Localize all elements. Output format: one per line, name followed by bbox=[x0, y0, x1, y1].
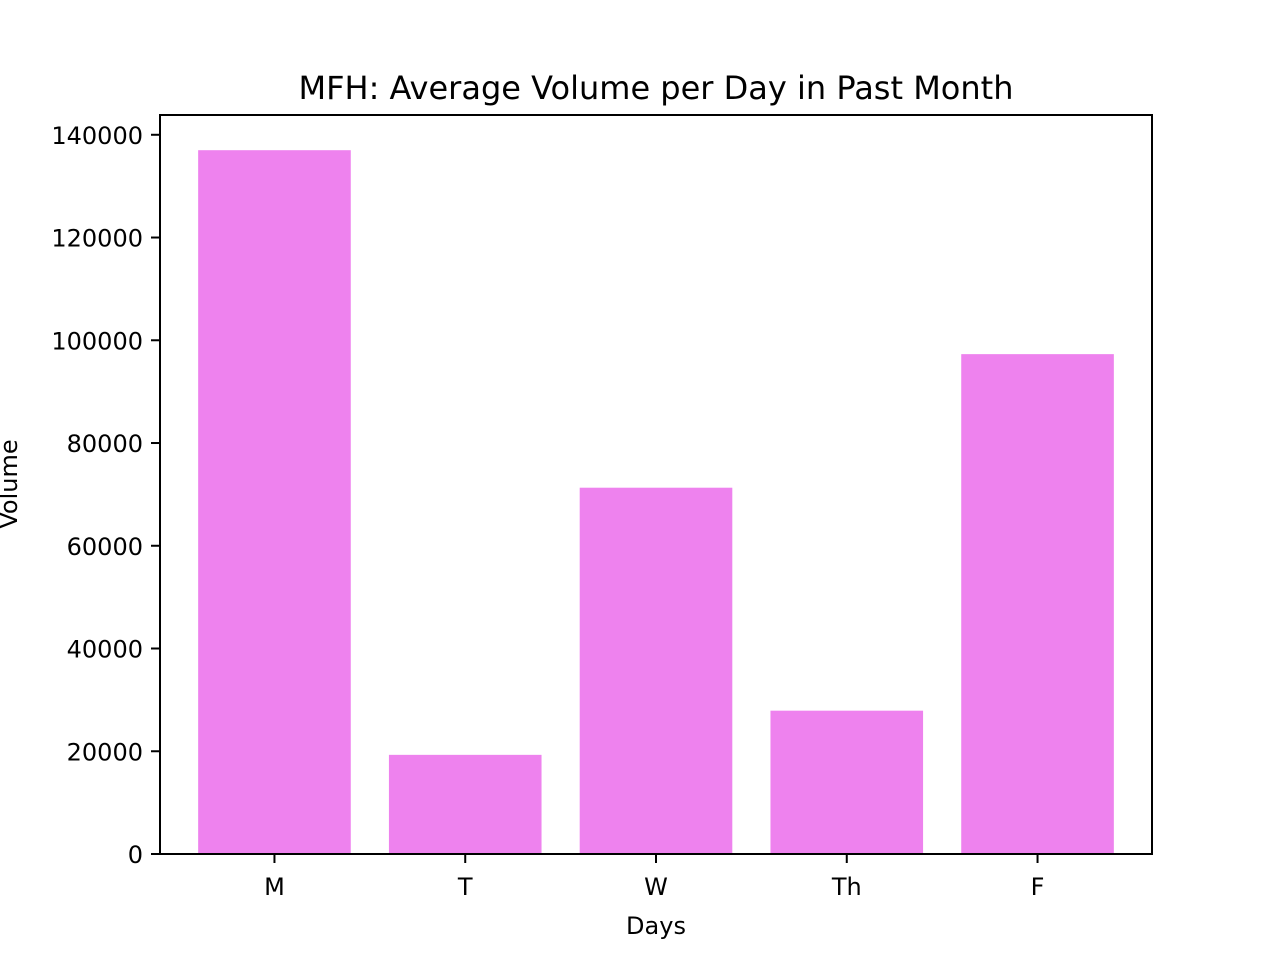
bar-f bbox=[961, 354, 1114, 854]
x-tick-label: M bbox=[264, 873, 285, 901]
bar-w bbox=[579, 487, 733, 854]
y-tick-label: 0 bbox=[128, 841, 143, 869]
y-tick-label: 20000 bbox=[67, 738, 143, 766]
y-tick-label: 80000 bbox=[67, 430, 143, 458]
bars-group bbox=[198, 150, 1114, 854]
bar-m bbox=[198, 150, 351, 854]
bar-t bbox=[388, 754, 542, 854]
x-tick-label: Th bbox=[831, 873, 862, 901]
x-tick-label: F bbox=[1031, 873, 1045, 901]
x-tick-label: W bbox=[644, 873, 668, 901]
bar-th bbox=[770, 710, 924, 854]
y-tick-label: 60000 bbox=[67, 533, 143, 561]
x-axis-label: Days bbox=[626, 912, 686, 940]
y-axis-label: Volume bbox=[0, 439, 23, 528]
y-axis: 0 20000 40000 60000 80000 100000 120000 140000 bbox=[51, 122, 160, 869]
y-tick-label: 120000 bbox=[51, 225, 143, 253]
y-tick-label: 40000 bbox=[67, 636, 143, 664]
x-tick-label: T bbox=[457, 873, 473, 901]
y-tick-label: 140000 bbox=[51, 122, 143, 150]
x-axis: M T W Th F bbox=[264, 854, 1044, 901]
y-tick-label: 100000 bbox=[51, 327, 143, 355]
chart-title: MFH: Average Volume per Day in Past Mont… bbox=[299, 69, 1014, 107]
